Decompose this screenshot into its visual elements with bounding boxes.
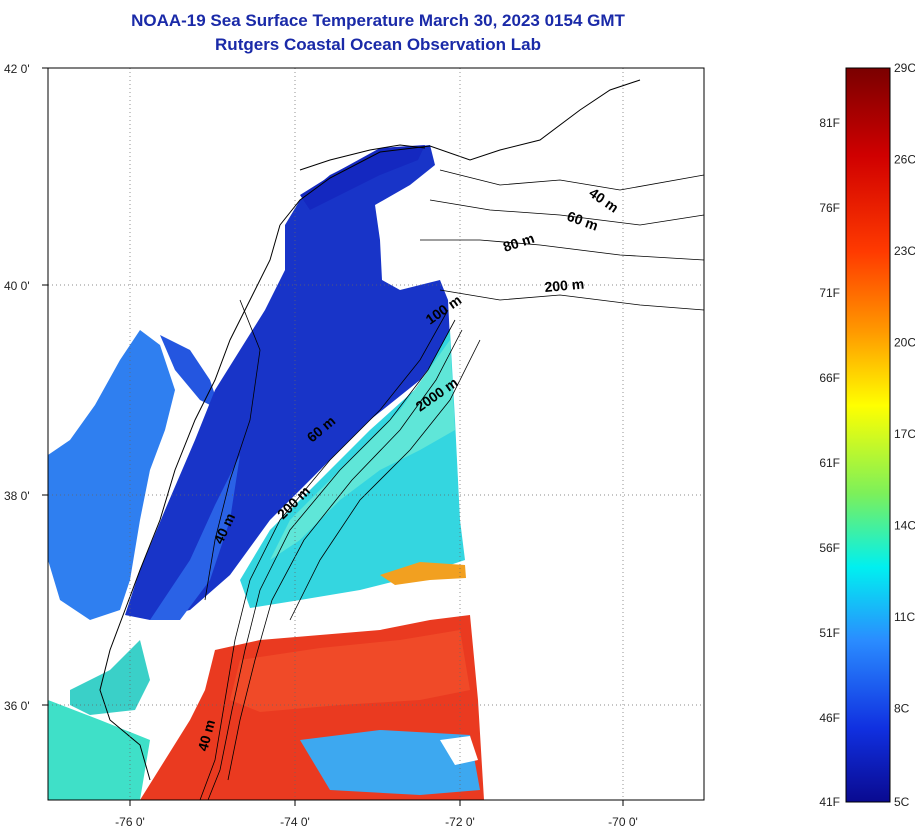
scale-label-f: 41F <box>819 795 840 809</box>
delaware-bay <box>160 335 220 410</box>
scale-label-f: 56F <box>819 541 840 555</box>
scale-label-c: 20C <box>894 336 915 350</box>
scale-label-c: 29C <box>894 61 915 75</box>
scale-label-f: 76F <box>819 201 840 215</box>
gulf-stream-core <box>230 630 470 712</box>
cloud-patch <box>440 736 478 765</box>
lat-label: 42 0' <box>4 62 30 76</box>
graticule <box>48 68 704 800</box>
scale-label-c: 5C <box>894 795 910 809</box>
lat-label: 36 0' <box>4 699 30 713</box>
coastline-south <box>99 224 281 781</box>
scale-label-f: 71F <box>819 286 840 300</box>
long-island-shore <box>299 144 426 171</box>
map-title: NOAA-19 Sea Surface Temperature March 30… <box>131 11 625 30</box>
scale-label-c: 17C <box>894 427 915 441</box>
scale-label-c: 23C <box>894 244 915 258</box>
warm-filament <box>380 562 466 585</box>
color-scale: 81F 76F 71F 66F 61F 56F 51F 46F 41F 29C 26C 23C 20C… <box>819 61 915 809</box>
axis-ticks <box>42 67 624 806</box>
map-frame <box>47 67 705 801</box>
nearshore-south <box>48 700 150 800</box>
long-island-sound <box>300 145 425 210</box>
cold-patch <box>300 730 480 795</box>
depth-label: 200 m <box>544 276 585 295</box>
depth-label: 40 m <box>194 718 218 753</box>
depth-contours <box>199 169 704 800</box>
cold-shelf-water <box>125 145 450 620</box>
scale-label-c: 26C <box>894 153 915 167</box>
scale-label-f: 61F <box>819 456 840 470</box>
coastline-north <box>279 79 641 226</box>
chesapeake-bay <box>48 330 175 620</box>
lon-label: -76 0' <box>115 815 145 829</box>
lon-label: -72 0' <box>445 815 475 829</box>
color-scale-bar <box>845 67 891 803</box>
scale-label-f: 66F <box>819 371 840 385</box>
slope-water-light <box>270 340 455 560</box>
scale-label-c: 14C <box>894 519 915 533</box>
lon-label: -70 0' <box>608 815 638 829</box>
inshore-water <box>150 455 240 620</box>
scale-label-f: 51F <box>819 626 840 640</box>
lon-label: -74 0' <box>280 815 310 829</box>
scale-label-f: 81F <box>819 116 840 130</box>
scale-label-f: 46F <box>819 711 840 725</box>
map-subtitle: Rutgers Coastal Ocean Observation Lab <box>215 35 541 54</box>
scale-label-c: 8C <box>894 702 910 716</box>
lat-label: 40 0' <box>4 279 30 293</box>
lat-label: 38 0' <box>4 489 30 503</box>
scale-label-c: 11C <box>894 610 915 624</box>
